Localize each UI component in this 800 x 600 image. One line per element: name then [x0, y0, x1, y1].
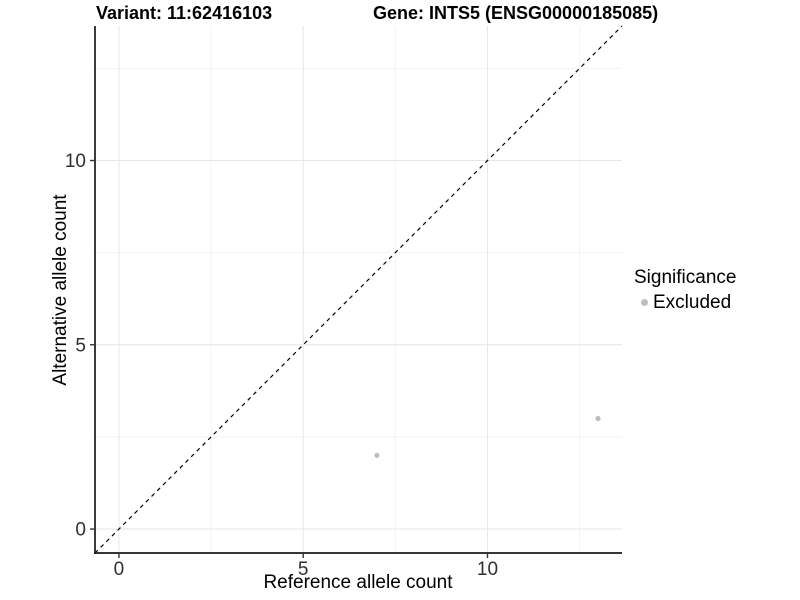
x-axis-tick-label: 10 — [477, 559, 498, 580]
plot-title-gene: Gene: INTS5 (ENSG00000185085) — [373, 3, 659, 23]
data-point — [595, 415, 601, 422]
legend: Significance Excluded — [634, 266, 736, 313]
y-axis-title: Alternative allele count — [50, 194, 71, 386]
legend-item-label: Excluded — [653, 292, 732, 313]
legend-point-icon — [641, 299, 648, 306]
y-axis-tick-label: 0 — [75, 520, 86, 541]
data-point — [374, 452, 380, 458]
y-axis-tick-label: 5 — [75, 335, 86, 356]
plot-title-variant: Variant: 11:62416103 — [96, 3, 273, 23]
x-axis-tick-label: 5 — [298, 559, 309, 580]
identity-reference-line — [94, 25, 623, 554]
x-axis-title: Reference allele count — [263, 572, 453, 593]
legend-item-excluded: Excluded — [634, 292, 736, 313]
x-axis-tick-label: 0 — [114, 559, 125, 580]
y-axis-tick-label: 10 — [65, 151, 86, 172]
legend-title: Significance — [634, 267, 737, 288]
